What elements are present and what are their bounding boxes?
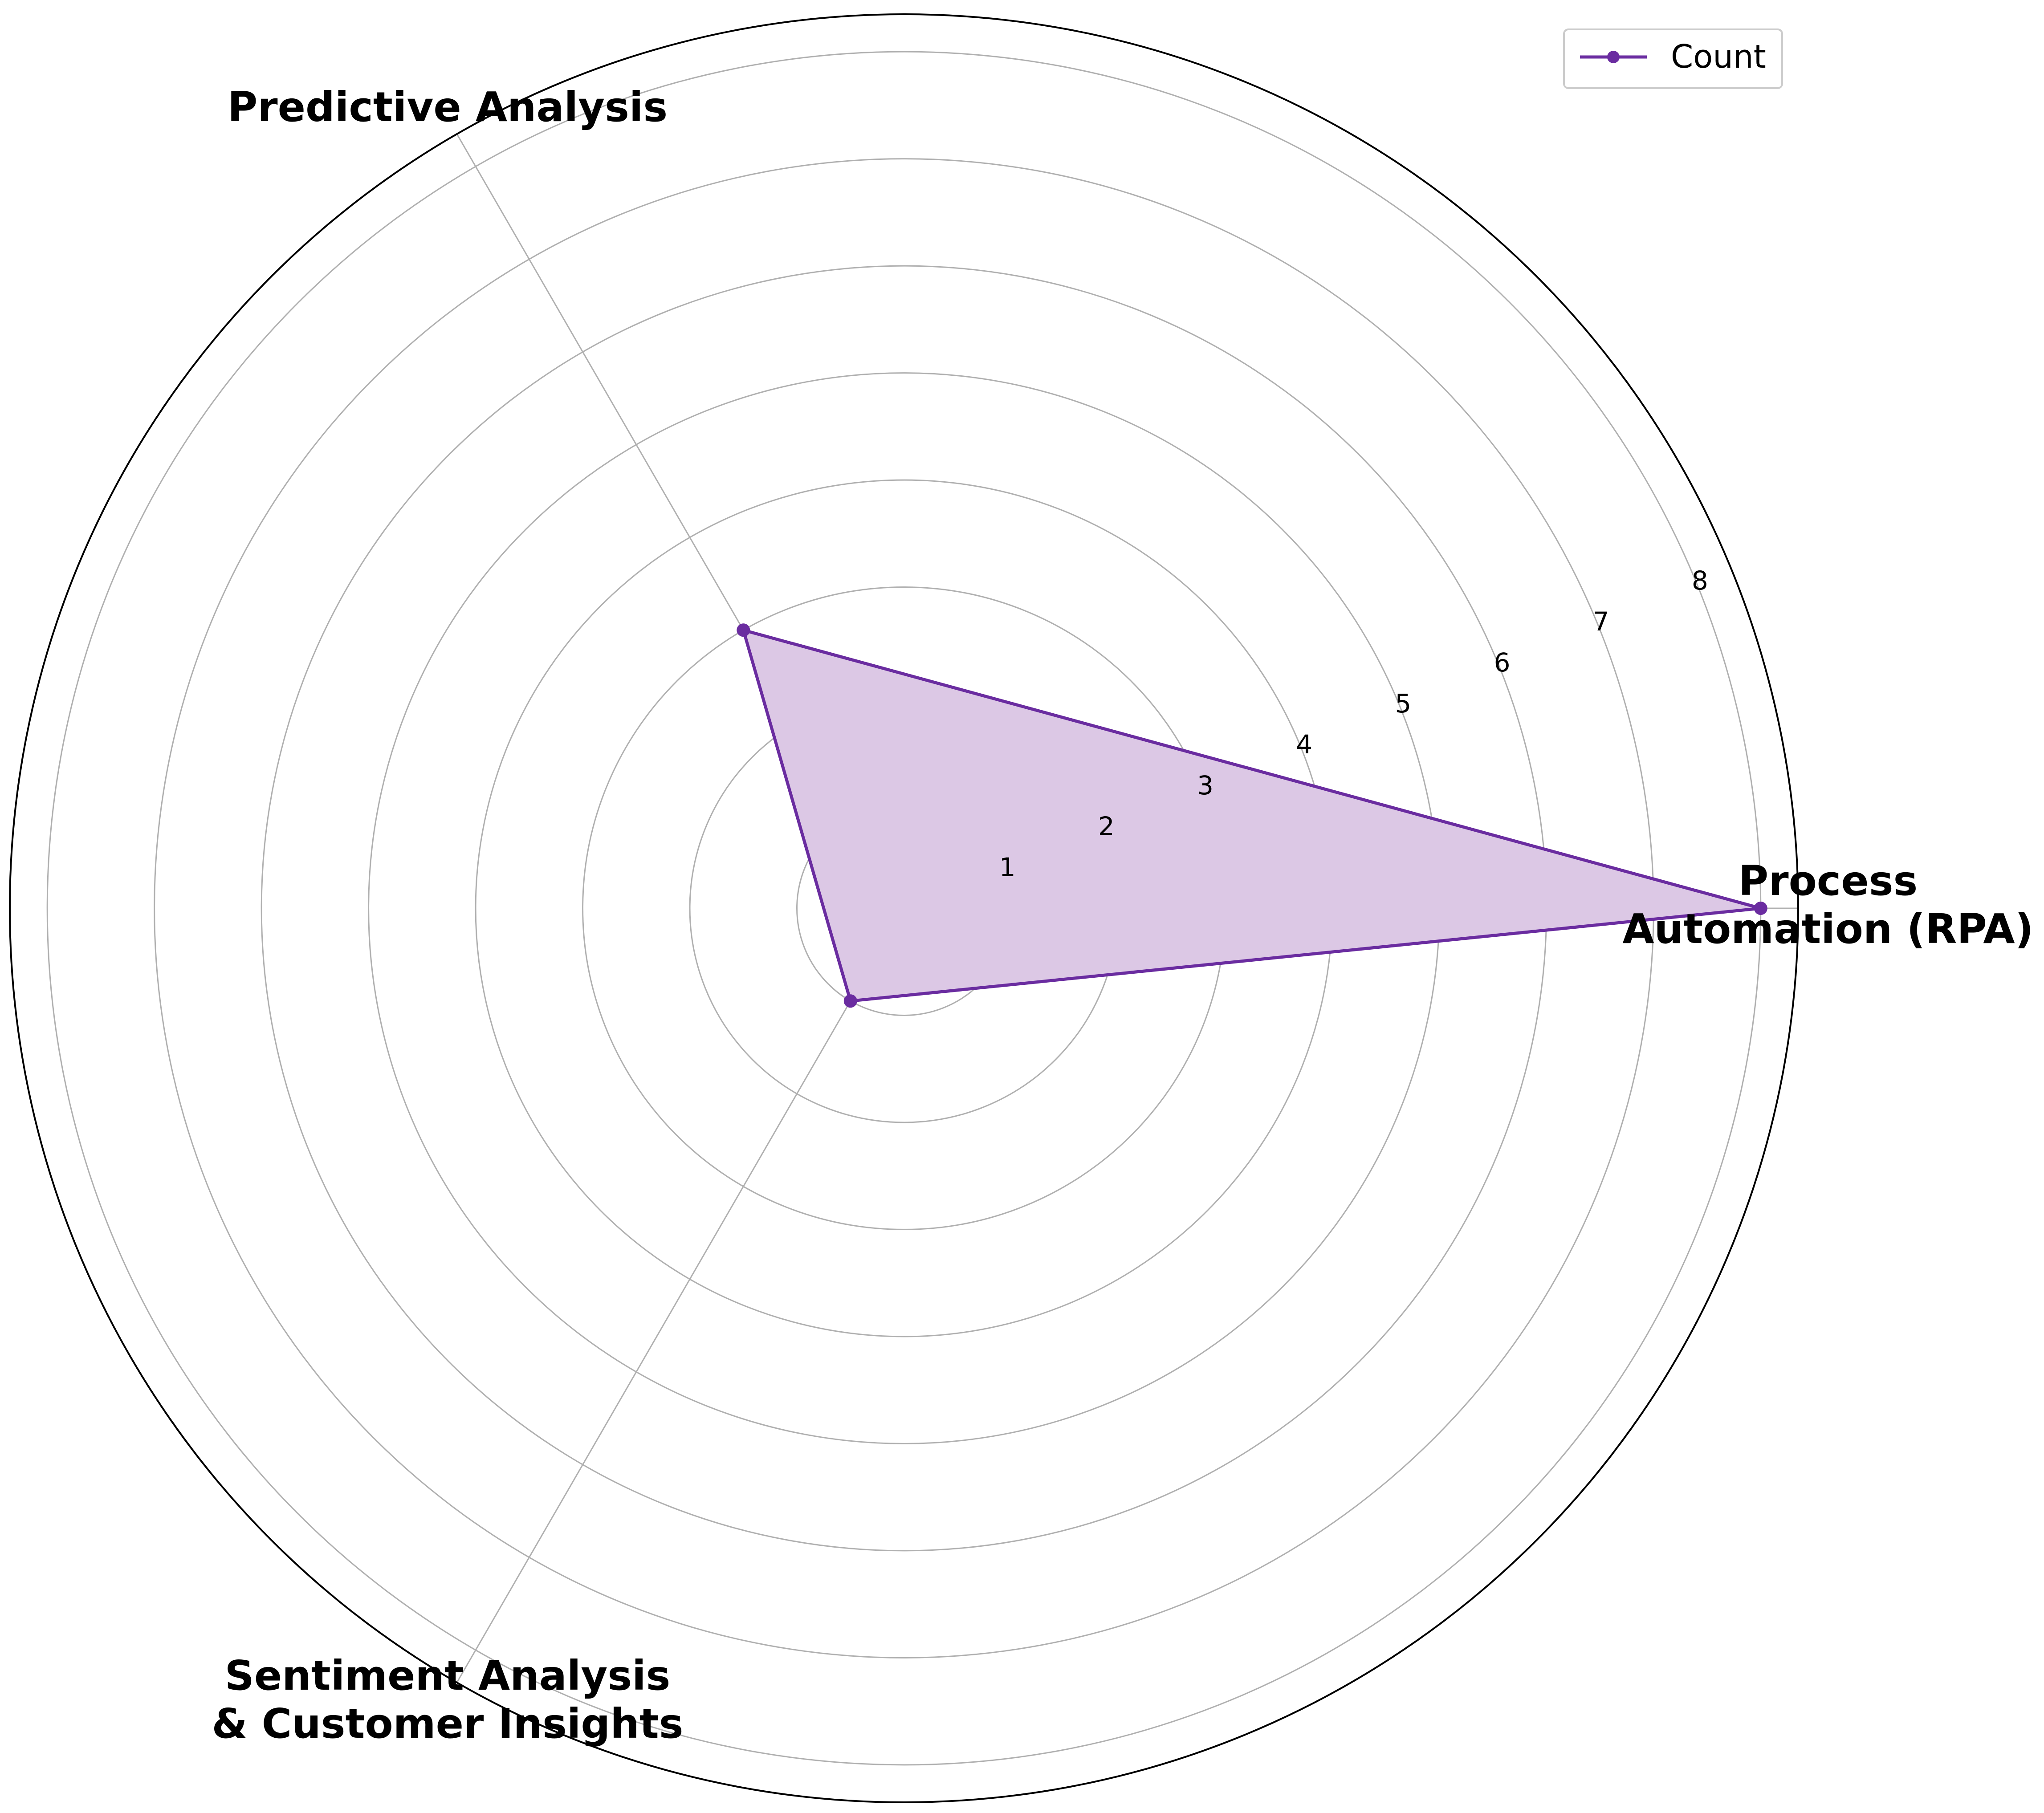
category-label-line: Predictive Analysis xyxy=(228,83,668,131)
category-label-0: Process Automation (RPA) xyxy=(1622,857,2033,953)
polar-frame xyxy=(9,13,1799,1803)
category-label-line: Process xyxy=(1739,857,1918,905)
category-labels: Process Automation (RPA) Predictive Analys… xyxy=(212,83,2034,1748)
category-label-line: & Customer Insights xyxy=(212,1700,684,1748)
radial-tick-label: 2 xyxy=(1098,811,1115,841)
data-point-1 xyxy=(737,623,750,637)
radial-tick-label: 3 xyxy=(1197,770,1213,801)
radial-tick-label: 4 xyxy=(1296,729,1312,760)
legend-series-label: Count xyxy=(1671,38,1766,75)
grid-spoke-2 xyxy=(456,908,905,1683)
category-label-line: Sentiment Analysis xyxy=(225,1652,671,1699)
data-point-2 xyxy=(843,994,857,1008)
category-label-line: Automation (RPA) xyxy=(1622,905,2033,953)
radial-tick-label: 8 xyxy=(1692,565,1708,596)
radial-tick-labels: 1 2 3 4 5 6 7 8 xyxy=(999,565,1708,882)
legend: Count xyxy=(1563,28,1783,89)
category-label-1: Predictive Analysis xyxy=(228,83,668,131)
data-point-0 xyxy=(1754,902,1767,915)
data-layer xyxy=(737,623,1767,1008)
series-line xyxy=(741,628,1763,1003)
legend-series-marker xyxy=(1607,51,1620,63)
category-label-2: Sentiment Analysis & Customer Insights xyxy=(212,1652,684,1748)
series-area xyxy=(743,630,1761,1001)
radial-tick-label: 7 xyxy=(1593,606,1609,637)
legend-box xyxy=(1563,28,1783,89)
radial-tick-label: 1 xyxy=(999,852,1016,882)
radial-tick-label: 6 xyxy=(1494,647,1511,678)
radial-tick-label: 5 xyxy=(1395,688,1411,719)
